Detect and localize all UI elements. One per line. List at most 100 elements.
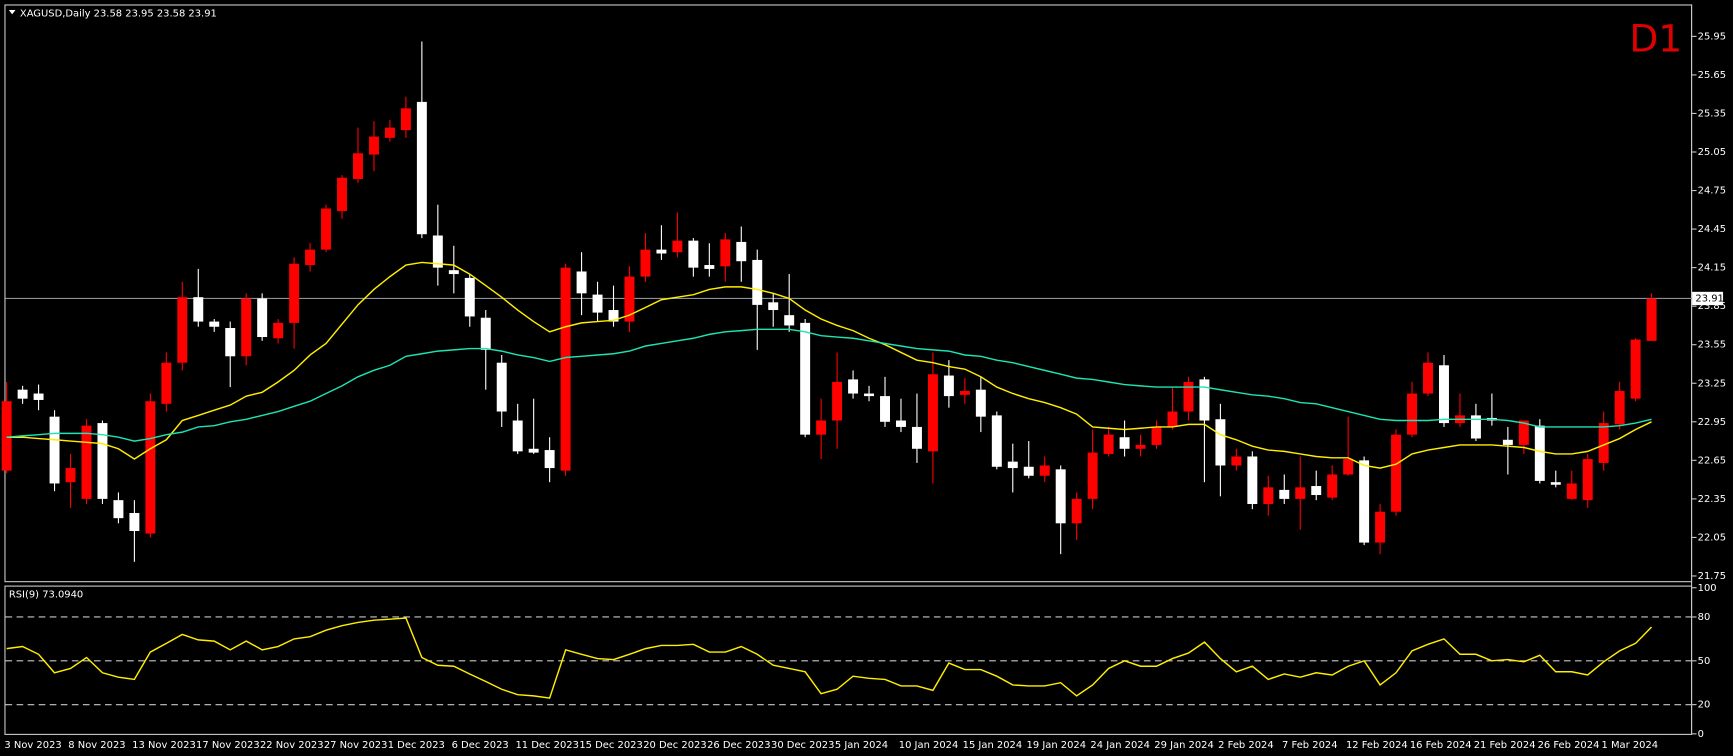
x-tick-label: 1 Mar 2024	[1601, 740, 1658, 751]
y-tick-label: 22.95	[1698, 417, 1726, 428]
candle-body	[1039, 465, 1050, 476]
candle-body	[273, 322, 284, 339]
candle-body	[975, 389, 986, 417]
last-price-label: 23.91	[1695, 293, 1723, 304]
candle-body	[943, 375, 954, 397]
x-tick-label: 7 Feb 2024	[1282, 740, 1337, 751]
candle-body	[1103, 434, 1114, 454]
candle-body	[816, 420, 827, 435]
y-tick-label: 80	[1698, 612, 1711, 623]
candle-body	[1135, 444, 1146, 449]
candle-body	[81, 425, 92, 499]
candle-body	[432, 235, 443, 268]
y-tick-label: 22.65	[1698, 455, 1726, 466]
candle-body	[959, 390, 970, 395]
x-tick-label: 12 Feb 2024	[1346, 740, 1408, 751]
y-tick-label: 20	[1698, 700, 1711, 711]
y-tick-label: 23.25	[1698, 378, 1726, 389]
candle-body	[1231, 456, 1242, 466]
x-tick-label: 3 Nov 2023	[4, 740, 61, 751]
candle-body	[1247, 456, 1258, 505]
candle-body	[145, 401, 156, 534]
x-tick-label: 13 Nov 2023	[132, 740, 196, 751]
candle-body	[353, 153, 363, 179]
x-tick-label: 24 Jan 2024	[1090, 740, 1150, 751]
candle-body	[528, 448, 539, 453]
candle-body	[512, 420, 523, 452]
candle-body	[209, 321, 220, 327]
candle-body	[448, 270, 459, 275]
candle-body	[1439, 365, 1449, 424]
candle-body	[193, 297, 204, 322]
candle-body	[896, 420, 906, 427]
candle-body	[496, 362, 507, 412]
y-tick-label: 23.85	[1698, 301, 1726, 312]
candle-body	[1359, 460, 1370, 543]
candle-body	[1007, 461, 1018, 469]
x-tick-label: 21 Feb 2024	[1474, 740, 1536, 751]
candle-body	[33, 393, 44, 400]
candle-body	[1518, 420, 1529, 445]
candle-body	[1470, 415, 1481, 439]
candle-body	[1343, 459, 1354, 475]
candle-body	[544, 450, 555, 469]
candle-body	[1151, 426, 1162, 445]
y-tick-label: 25.65	[1698, 70, 1726, 81]
candle-body	[1167, 411, 1178, 427]
candle-body	[1502, 439, 1513, 445]
candle-body	[752, 259, 763, 305]
rsi-line	[6, 617, 1653, 699]
x-tick-label: 10 Jan 2024	[899, 740, 959, 751]
candle-body	[1055, 469, 1066, 524]
candle-body	[480, 317, 491, 350]
x-tick-label: 20 Dec 2023	[643, 740, 706, 751]
candle-body	[608, 310, 619, 322]
candle-body	[800, 322, 811, 435]
x-tick-label: 16 Feb 2024	[1410, 740, 1472, 751]
candle-body	[1263, 487, 1274, 505]
candle-body	[1087, 452, 1098, 499]
candle-body	[991, 415, 1002, 467]
candle-body	[97, 423, 108, 499]
candle-body	[672, 240, 683, 253]
y-tick-label: 25.35	[1698, 108, 1726, 119]
candle-body	[1391, 434, 1402, 512]
candle-body	[1327, 474, 1338, 498]
x-tick-label: 8 Nov 2023	[68, 740, 125, 751]
candle-body	[49, 416, 60, 484]
candle-body	[17, 389, 28, 399]
y-tick-label: 24.15	[1698, 263, 1726, 274]
rsi-title: RSI(9) 73.0940	[9, 589, 83, 600]
candle-body	[1, 401, 12, 471]
moving-average	[6, 261, 1652, 469]
candle-body	[1071, 498, 1082, 524]
x-tick-label: 26 Feb 2024	[1538, 740, 1600, 751]
candle-body	[113, 500, 124, 519]
candle-body	[464, 277, 475, 317]
candle-body	[305, 249, 316, 266]
candle-body	[848, 379, 859, 394]
candle-body	[927, 374, 938, 452]
x-tick-label: 2 Feb 2024	[1218, 740, 1273, 751]
chart-title: XAGUSD,Daily 23.58 23.95 23.58 23.91	[20, 8, 217, 19]
x-tick-label: 5 Jan 2024	[835, 740, 888, 751]
candle-body	[321, 208, 332, 250]
x-tick-label: 26 Dec 2023	[707, 740, 770, 751]
candle-body	[720, 239, 731, 267]
candle-body	[225, 328, 236, 357]
candle-body	[1646, 298, 1657, 341]
candle-body	[416, 101, 427, 235]
candle-body	[1183, 381, 1194, 412]
y-tick-label: 24.45	[1698, 224, 1726, 235]
y-tick-label: 50	[1698, 656, 1711, 667]
candle-body	[400, 108, 411, 131]
candle-body	[1311, 486, 1322, 496]
candle-body	[129, 513, 140, 532]
candle-body	[560, 267, 571, 471]
x-tick-label: 11 Dec 2023	[515, 740, 578, 751]
x-tick-label: 22 Nov 2023	[260, 740, 324, 751]
candle-body	[688, 240, 699, 268]
candle-body	[656, 249, 667, 254]
